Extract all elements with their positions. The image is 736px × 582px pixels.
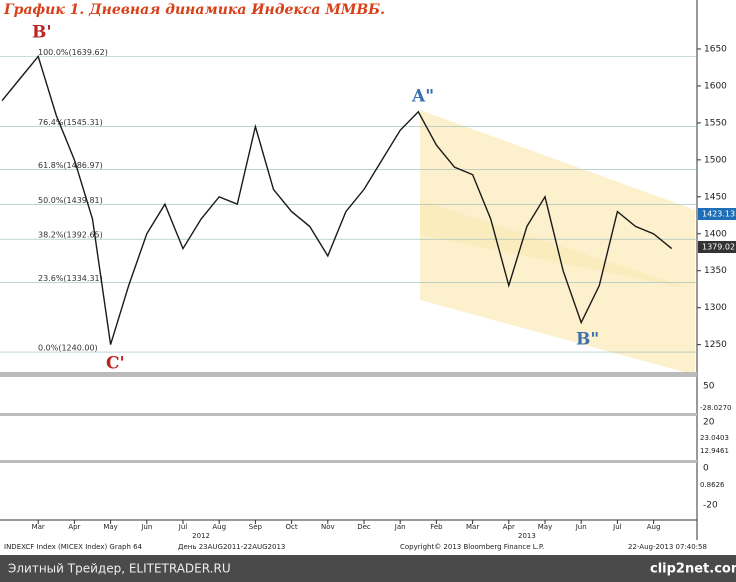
watermark-bar — [0, 555, 736, 582]
x-tick-label: Aug — [647, 523, 661, 531]
indicator-label: 0 — [703, 464, 709, 474]
x-tick-label: Sep — [249, 523, 263, 531]
y-tick-label: 1400 — [704, 229, 727, 239]
indicator-label: -28.0270 — [700, 404, 731, 412]
fib-label: 23.6%(1334.31) — [38, 274, 103, 283]
y-tick-label: 1550 — [704, 118, 727, 128]
channel — [420, 200, 695, 375]
price-tag — [698, 208, 736, 220]
x-tick-label: May — [538, 523, 552, 531]
fib-label: 50.0%(1439.81) — [38, 196, 103, 205]
x-tick-label: Apr — [503, 523, 515, 531]
footer-text: 22-Aug-2013 07:40:58 — [628, 543, 707, 551]
panel-separator — [0, 372, 697, 377]
x-tick-label: Feb — [430, 523, 443, 531]
fib-label: 0.0%(1240.00) — [38, 344, 98, 353]
x-tick-label: Jul — [178, 523, 188, 531]
year-label: 2013 — [518, 532, 536, 540]
fib-label: 61.8%(1486.97) — [38, 161, 103, 170]
x-tick-label: Nov — [321, 523, 335, 531]
panel-separator — [0, 460, 697, 463]
watermark: Элитный Трейдер, ELITETRADER.RU — [8, 562, 231, 576]
x-tick-label: Mar — [466, 523, 479, 531]
fib-label: 76.4%(1545.31) — [38, 118, 103, 127]
y-tick-label: 1500 — [704, 155, 727, 165]
x-tick-label: Apr — [68, 523, 80, 531]
panel-separator — [0, 413, 697, 416]
x-tick-label: Mar — [32, 523, 45, 531]
year-label: 2012 — [192, 532, 210, 540]
indicator-label: 0.8626 — [700, 481, 725, 489]
x-tick-label: Jul — [612, 523, 622, 531]
price-tag — [698, 241, 736, 253]
x-tick-label: May — [103, 523, 117, 531]
x-tick-label: Jun — [575, 523, 587, 531]
x-tick-label: Dec — [357, 523, 371, 531]
y-tick-label: 1350 — [704, 266, 727, 276]
price-tag-label: 1379.02 — [702, 243, 735, 252]
fib-label: 38.2%(1392.65) — [38, 231, 103, 240]
annotation: B" — [576, 330, 599, 350]
chart-title: График 1. Дневная динамика Индекса ММВБ. — [3, 2, 385, 18]
annotation: A" — [411, 87, 434, 107]
footer-text: Copyright© 2013 Bloomberg Finance L.P. — [400, 543, 544, 551]
fib-label: 100.0%(1639.62) — [38, 48, 108, 57]
indicator-label: 12.9461 — [700, 447, 729, 455]
annotation: B' — [32, 23, 52, 43]
x-tick-label: Oct — [286, 523, 298, 531]
indicator-label: 20 — [703, 418, 715, 428]
price-line — [1, 54, 673, 345]
y-tick-label: 1250 — [704, 340, 727, 350]
annotation: C' — [106, 354, 125, 374]
y-tick-label: 1300 — [704, 303, 727, 313]
watermark: clip2net.com — [650, 562, 736, 577]
y-tick-label: 1650 — [704, 44, 727, 54]
x-tick-label: Jun — [140, 523, 152, 531]
x-tick-label: Jan — [394, 523, 406, 531]
footer-text: День 23AUG2011-22AUG2013 — [178, 543, 285, 551]
x-tick-label: Aug — [212, 523, 226, 531]
footer-text: INDEXCF Index (MICEX Index) Graph 64 — [4, 543, 143, 551]
indicator-label: -20 — [703, 501, 718, 511]
indicator-label: 50 — [703, 382, 715, 392]
y-tick-label: 1600 — [704, 81, 727, 91]
y-tick-label: 1450 — [704, 192, 727, 202]
price-tag-label: 1423.13 — [702, 210, 735, 219]
indicator-label: 23.0403 — [700, 434, 729, 442]
